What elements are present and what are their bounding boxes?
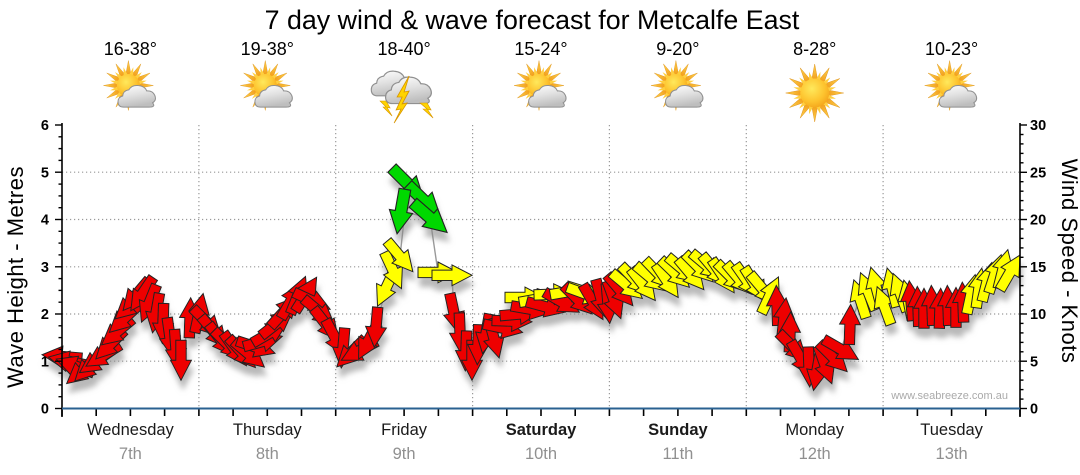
svg-text:18-40°: 18-40° [377,39,430,59]
svg-text:7th: 7th [119,445,142,463]
svg-text:19-38°: 19-38° [241,39,294,59]
svg-text:20: 20 [1030,213,1046,229]
svg-text:Tuesday: Tuesday [920,421,983,439]
svg-text:9-20°: 9-20° [656,39,699,59]
svg-text:10th: 10th [525,445,557,463]
svg-text:8-28°: 8-28° [793,39,836,59]
svg-text:11th: 11th [662,445,693,463]
svg-text:Sunday: Sunday [648,421,708,439]
svg-text:9th: 9th [393,445,416,463]
svg-text:10: 10 [1030,307,1046,323]
svg-text:15: 15 [1030,260,1046,276]
svg-text:Saturday: Saturday [506,421,577,439]
svg-text:Wave Height - Metres: Wave Height - Metres [3,166,28,388]
svg-text:13th: 13th [936,445,968,463]
svg-text:10-23°: 10-23° [925,39,978,59]
svg-text:2: 2 [41,307,49,323]
svg-text:5: 5 [1030,354,1038,370]
svg-text:16-38°: 16-38° [104,39,157,59]
svg-text:Wind Speed - Knots: Wind Speed - Knots [1057,159,1080,364]
svg-text:Thursday: Thursday [233,421,303,439]
svg-text:6: 6 [41,118,49,134]
svg-text:www.seabreeze.com.au: www.seabreeze.com.au [890,390,1008,402]
svg-text:4: 4 [41,213,49,229]
svg-text:15-24°: 15-24° [514,39,567,59]
svg-text:7 day wind & wave forecast for: 7 day wind & wave forecast for Metcalfe … [265,5,800,35]
svg-text:3: 3 [41,260,49,276]
svg-text:0: 0 [41,402,49,418]
svg-text:25: 25 [1030,165,1046,181]
svg-text:5: 5 [41,165,49,181]
svg-text:0: 0 [1030,402,1038,418]
svg-text:12th: 12th [799,445,831,463]
svg-text:30: 30 [1030,118,1046,134]
svg-text:Monday: Monday [785,421,844,439]
svg-text:Wednesday: Wednesday [87,421,175,439]
svg-text:8th: 8th [256,445,279,463]
svg-text:1: 1 [41,354,49,370]
svg-text:Friday: Friday [381,421,428,439]
